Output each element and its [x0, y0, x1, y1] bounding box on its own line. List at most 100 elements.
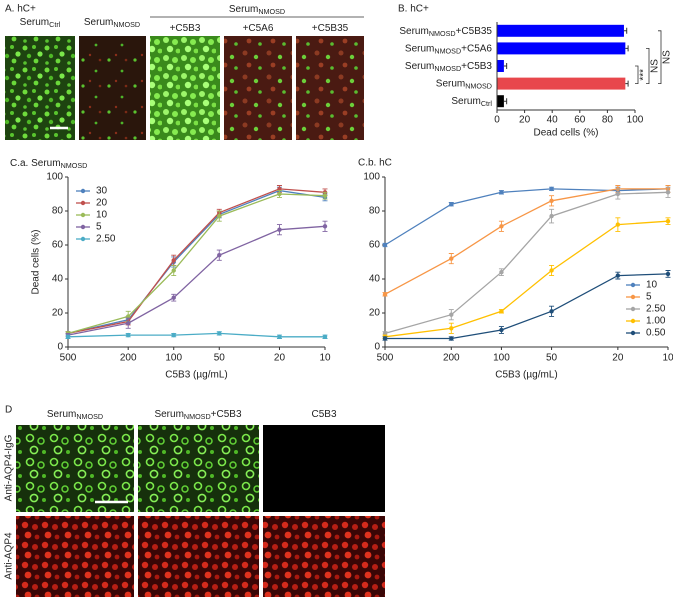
- point: [322, 334, 328, 339]
- x-tick-label: 500: [377, 353, 394, 364]
- series-line: [67, 225, 326, 336]
- legend-label: 1.00: [646, 316, 666, 327]
- subscript: NMOSD: [258, 7, 285, 16]
- legend-label: 20: [96, 198, 108, 209]
- y-tick-label: 0: [57, 342, 63, 353]
- point: [277, 334, 282, 339]
- legend-label: 30: [96, 186, 108, 197]
- y-tick-label: 80: [52, 206, 64, 217]
- point: [665, 271, 671, 277]
- micrograph: [224, 36, 292, 140]
- point: [615, 273, 621, 278]
- x-tick-label: 100: [493, 353, 510, 364]
- subscript: NMOSD: [465, 82, 492, 91]
- bar: [497, 60, 504, 72]
- label-part: Serum: [84, 17, 113, 28]
- point: [615, 191, 621, 197]
- point: [217, 253, 222, 258]
- x-tick-label: 100: [165, 353, 182, 364]
- chart-title: C.a. SerumNMOSD: [10, 158, 87, 170]
- point: [217, 213, 222, 219]
- legend-marker: [630, 306, 636, 312]
- label-part: Serum: [20, 17, 49, 28]
- x-axis-label: C5B3 (µg/mL): [495, 370, 557, 381]
- micrograph: [79, 36, 146, 140]
- annotation: NS: [650, 59, 661, 73]
- point: [171, 258, 176, 263]
- label-part: +C5B3: [170, 23, 201, 34]
- error-bar: [503, 98, 508, 105]
- bracket: [635, 65, 639, 84]
- annotation: ***: [639, 69, 650, 81]
- legend-marker: [630, 318, 636, 324]
- column-label: SerumNMOSD: [47, 409, 103, 421]
- legend-marker: [80, 188, 86, 194]
- label-part: +C5B3: [211, 409, 242, 420]
- micrograph: [263, 425, 385, 512]
- column-label: +C5B35: [312, 23, 349, 34]
- label-part: +C5A6: [243, 23, 274, 34]
- column-label: C5B3: [311, 409, 336, 420]
- point: [499, 327, 504, 333]
- label-part: +C5A6: [461, 43, 492, 54]
- label-part: Serum: [399, 25, 428, 36]
- chart-title: B. hC+: [398, 4, 429, 15]
- micrograph: [150, 36, 220, 140]
- label-part: C.a. Serum: [10, 158, 61, 169]
- bracket: [658, 30, 662, 84]
- point: [499, 309, 504, 314]
- point: [449, 202, 454, 207]
- y-tick-label: 0: [374, 342, 380, 353]
- label-part: +C5B35: [456, 25, 493, 36]
- legend-marker: [80, 200, 86, 206]
- panel-label: A. hC+: [5, 4, 36, 15]
- subscript: NMOSD: [113, 20, 140, 29]
- legend-label: 2.50: [96, 234, 116, 245]
- point: [449, 326, 454, 331]
- point: [549, 268, 554, 273]
- point: [382, 331, 388, 336]
- point: [549, 309, 554, 314]
- label-part: Serum: [229, 4, 258, 15]
- x-tick-label: 20: [612, 353, 624, 364]
- point: [171, 268, 176, 273]
- point: [125, 321, 131, 326]
- point: [549, 186, 554, 192]
- series-line: [67, 332, 325, 338]
- legend-label: 5: [646, 292, 652, 303]
- point: [322, 193, 328, 198]
- point: [499, 224, 504, 229]
- annotation: NS: [662, 50, 673, 64]
- point: [217, 331, 222, 336]
- point: [449, 256, 454, 261]
- row-label: Anti-AQP4: [4, 532, 15, 580]
- label-part: +C5B3: [461, 61, 492, 72]
- series-line: [67, 188, 326, 335]
- column-label: +C5A6: [243, 23, 274, 34]
- bar: [497, 77, 626, 90]
- legend-label: 0.50: [646, 328, 666, 339]
- x-tick-label: 80: [602, 115, 614, 126]
- point: [549, 198, 554, 203]
- point: [549, 213, 554, 219]
- error-bar: [625, 80, 629, 87]
- legend-marker: [80, 224, 86, 230]
- error-bar: [625, 45, 629, 52]
- point: [382, 242, 388, 248]
- legend-marker: [630, 330, 636, 336]
- micrograph: [138, 425, 259, 512]
- x-tick-label: 50: [546, 353, 558, 364]
- point: [277, 191, 282, 197]
- point: [615, 222, 621, 227]
- point: [125, 332, 131, 338]
- point: [277, 186, 282, 192]
- y-tick-label: 100: [46, 172, 63, 183]
- bar: [497, 42, 626, 55]
- y-tick-label: 40: [52, 274, 64, 285]
- label-part: Serum: [436, 78, 465, 89]
- y-axis-label: Dead cells (%): [31, 229, 42, 294]
- label-part: +C5B35: [312, 23, 349, 34]
- micrograph: [296, 36, 364, 140]
- point: [125, 314, 131, 319]
